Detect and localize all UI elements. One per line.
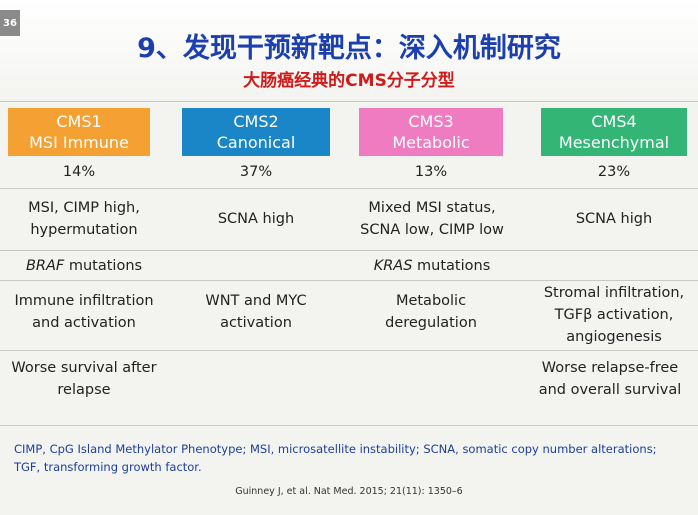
cms2-percent: 37% [239, 164, 273, 180]
slide-title: 9、发现干预新靶点：深入机制研究 [137, 33, 561, 64]
cms1-header: CMS1 MSI Immune [8, 108, 150, 156]
cms4-id: CMS4 [591, 112, 637, 131]
header-band [0, 0, 698, 100]
cms2-id: CMS2 [233, 112, 279, 131]
cms3-biology: Metabolic deregulation [385, 293, 477, 331]
row-divider [0, 350, 698, 351]
row-divider [0, 425, 698, 426]
cms1-biology: Immune infiltration and activation [14, 293, 154, 331]
cms3-id: CMS3 [408, 112, 454, 131]
cms2-header: CMS2 Canonical [182, 108, 330, 156]
cms3-percent: 13% [414, 164, 448, 180]
cms1-prognosis: Worse survival after relapse [11, 360, 157, 398]
cms4-genomic: SCNA high [575, 211, 653, 227]
slide-number: 36 [0, 10, 20, 36]
cms4-percent: 23% [597, 164, 631, 180]
cms1-id: CMS1 [56, 112, 102, 131]
braf-gene: BRAF [25, 258, 65, 274]
cms4-biology: Stromal infiltration, TGFβ activation, a… [543, 285, 685, 345]
kras-gene: KRAS [373, 258, 413, 274]
cms1-percent: 14% [62, 164, 96, 180]
cms3-genomic: Mixed MSI status, SCNA low, CIMP low [360, 200, 504, 238]
row-divider [0, 280, 698, 281]
citation: Guinney J, et al. Nat Med. 2015; 21(11):… [235, 486, 463, 497]
row-divider [0, 250, 698, 251]
abbreviation-footnote: CIMP, CpG Island Methylator Phenotype; M… [14, 442, 657, 474]
cms4-name: Mesenchymal [558, 133, 670, 152]
mutation-suffix: mutations [412, 258, 491, 274]
row-divider [0, 188, 698, 189]
cms4-header: CMS4 Mesenchymal [541, 108, 687, 156]
mutation-suffix: mutations [64, 258, 143, 274]
cms1-name: MSI Immune [29, 133, 129, 152]
cms2-name: Canonical [216, 133, 296, 152]
cms2-genomic: SCNA high [217, 211, 295, 227]
cms3-mutation: KRAS mutations [348, 254, 516, 278]
cms3-header: CMS3 Metabolic [359, 108, 503, 156]
divider [0, 101, 698, 102]
cms2-biology: WNT and MYC activation [205, 293, 307, 331]
cms1-genomic: MSI, CIMP high, hypermutation [28, 200, 140, 238]
cms3-name: Metabolic [392, 133, 470, 152]
cms4-prognosis: Worse relapse-free and overall survival [538, 360, 682, 398]
slide-subtitle: 大肠癌经典的CMS分子分型 [243, 71, 455, 91]
cms1-mutation: BRAF mutations [4, 254, 164, 278]
